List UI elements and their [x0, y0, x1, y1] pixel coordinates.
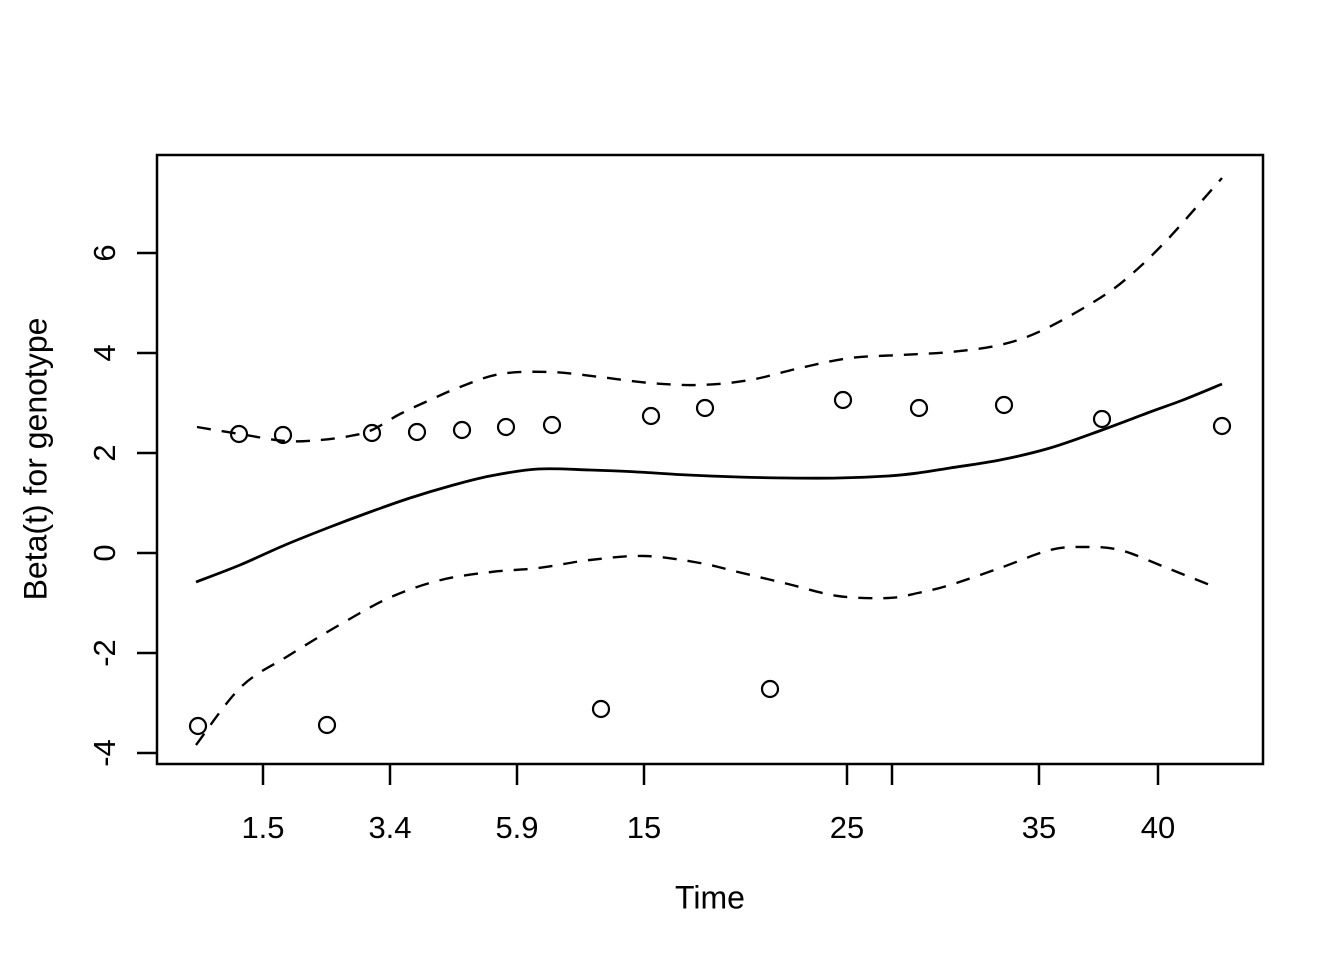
y-axis-tick-label: -2 [87, 639, 122, 667]
data-point [229, 424, 249, 444]
x-axis-tick-label: 5.9 [495, 810, 538, 845]
x-axis-tick-label: 35 [1022, 810, 1056, 845]
data-point [909, 398, 929, 418]
data-point [1092, 409, 1112, 429]
x-axis-tick-label: 1.5 [241, 810, 284, 845]
data-point [362, 423, 382, 443]
data-point [542, 415, 562, 435]
y-axis-tick-label: 0 [87, 544, 122, 561]
y-axis-tick-label: 4 [87, 344, 122, 361]
upper-confidence-band-line [196, 177, 1223, 443]
data-point [591, 699, 611, 719]
y-axis-title: Beta(t) for genotype [17, 317, 54, 601]
lower-confidence-band-line [195, 545, 1216, 746]
data-point [1212, 416, 1232, 436]
y-axis-tick-label: 6 [87, 244, 122, 261]
x-axis-tick-label: 25 [830, 810, 864, 845]
data-point [994, 395, 1014, 415]
y-axis-tick-label: -4 [87, 739, 122, 767]
x-axis-tick-label: 40 [1141, 810, 1175, 845]
x-axis-tick-label: 15 [627, 810, 661, 845]
data-point [407, 422, 427, 442]
y-axis-tick-label: 2 [87, 444, 122, 461]
smooth-fit-line [195, 382, 1223, 584]
data-point [317, 715, 337, 735]
x-axis-title: Time [675, 879, 745, 916]
data-point [452, 420, 472, 440]
x-axis-tick-label: 3.4 [368, 810, 411, 845]
data-point [833, 390, 853, 410]
data-point [695, 398, 715, 418]
data-point [496, 417, 516, 437]
data-point [188, 716, 208, 736]
data-point [641, 406, 661, 426]
data-point [760, 679, 780, 699]
data-point [273, 425, 293, 445]
plot-box [155, 153, 1265, 766]
